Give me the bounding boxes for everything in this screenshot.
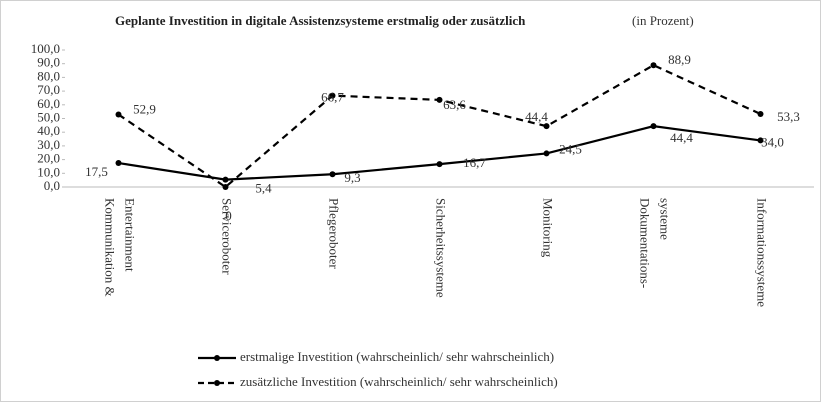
legend-label: zusätzliche Investition (wahrscheinlich/… [240,374,558,389]
x-tick-label: Kommunikation & [103,198,118,297]
data-label: 52,9 [133,102,156,117]
data-label: 53,3 [777,109,800,124]
data-point [650,123,657,130]
data-point [436,161,443,168]
y-tick-label: 10,0 [37,164,60,179]
data-label: 24,5 [559,141,582,156]
data-point [757,137,764,144]
data-label: 63,6 [443,97,466,112]
x-tick-label: systeme [658,198,673,240]
data-label: 16,7 [463,155,486,170]
data-point [222,176,229,183]
x-tick-label: Pflegeroboter [327,198,342,269]
data-label: 44,4 [525,109,548,124]
x-tick-label: Dokumentations- [638,198,653,288]
y-tick-label: 100,0 [31,41,60,56]
data-label: 5,4 [255,181,272,196]
data-point [650,62,657,69]
x-tick-label: Monitoring [541,198,556,258]
y-tick-label: 30,0 [37,137,60,152]
y-tick-label: 60,0 [37,96,60,111]
x-tick-label: Sicherheitssysteme [434,198,449,298]
legend-marker [214,355,220,361]
data-point [115,111,122,118]
data-label: 66,7 [321,90,344,105]
legend-marker [214,380,220,386]
data-label: 34,0 [761,134,784,149]
x-tick-label: Informationssysteme [755,198,770,307]
y-tick-label: 90,0 [37,55,60,70]
data-point [436,96,443,103]
data-point [115,160,122,167]
data-label: 9,3 [344,170,360,185]
y-tick-label: 0,0 [44,178,60,193]
data-point [329,92,336,99]
data-point [543,123,550,130]
data-label: 17,5 [85,164,108,179]
chart-title: Geplante Investition in digitale Assiste… [115,13,526,28]
y-tick-label: 80,0 [37,68,60,83]
x-tick-label: Entertainment [123,198,138,272]
data-point [757,110,764,117]
x-tick-label: Serviceroboter [220,198,235,275]
data-point [222,184,229,190]
data-label: 0 [225,208,232,223]
y-tick-label: 20,0 [37,151,60,166]
data-label: 44,4 [670,130,693,145]
legend-label: erstmalige Investition (wahrscheinlich/ … [240,349,554,364]
y-tick-label: 70,0 [37,82,60,97]
data-point [543,150,550,157]
data-point [329,171,336,178]
chart-subtitle: (in Prozent) [632,13,694,28]
y-tick-label: 50,0 [37,109,60,124]
y-tick-label: 40,0 [37,123,60,138]
data-label: 88,9 [668,52,691,67]
